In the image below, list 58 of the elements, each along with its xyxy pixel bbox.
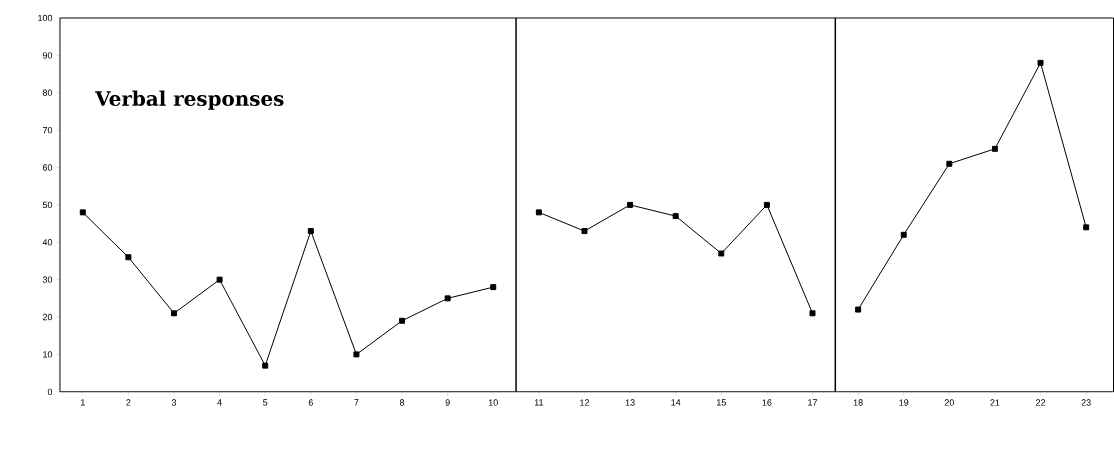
- point: [1037, 59, 1044, 66]
- point: [307, 228, 314, 235]
- x-tick-label: 2: [126, 399, 131, 406]
- x-tick-label: 1: [80, 399, 85, 406]
- x-tick-label: 7: [354, 399, 359, 406]
- point: [79, 209, 86, 216]
- x-tick-label: 12: [580, 399, 589, 406]
- point: [946, 160, 953, 167]
- x-tick-label: 23: [1081, 399, 1091, 406]
- y-tick-label: 40: [42, 239, 53, 246]
- point: [125, 254, 132, 261]
- point: [444, 295, 451, 302]
- y-tick-label: 100: [38, 14, 53, 22]
- point: [627, 202, 634, 208]
- x-tick-label: 21: [990, 399, 1000, 406]
- y-tick-label: 80: [42, 89, 53, 97]
- x-tick-label: 18: [853, 399, 863, 406]
- point: [262, 362, 269, 369]
- point: [490, 284, 497, 291]
- x-tick-label: 16: [762, 399, 772, 406]
- point: [900, 231, 907, 238]
- x-tick-label: 4: [217, 399, 222, 406]
- point: [672, 213, 679, 220]
- annotation: Verbal responses: [94, 90, 284, 110]
- y-tick-label: 30: [42, 276, 53, 283]
- x-tick-label: 8: [399, 399, 405, 406]
- x-tick-label: 17: [808, 399, 818, 406]
- y-tick-label: 10: [43, 351, 53, 358]
- point: [718, 250, 725, 257]
- point: [216, 276, 223, 283]
- x-tick-label: 19: [899, 399, 909, 406]
- y-tick-label: 20: [42, 313, 53, 321]
- point: [581, 228, 588, 235]
- x-tick-label: 6: [308, 399, 313, 406]
- point: [763, 202, 770, 208]
- x-tick-label: 10: [488, 399, 498, 406]
- x-tick-label: 5: [263, 399, 268, 406]
- x-tick-label: 3: [171, 399, 177, 406]
- x-tick-label: 22: [1036, 399, 1046, 406]
- y-tick-label: 60: [42, 164, 53, 171]
- point: [1083, 224, 1090, 231]
- y-tick-label: 70: [42, 127, 53, 134]
- point: [399, 317, 406, 324]
- x-tick-label: 9: [445, 399, 450, 406]
- point: [353, 351, 360, 358]
- point: [535, 209, 542, 216]
- point: [171, 310, 177, 317]
- y-tick-label: 90: [42, 52, 53, 59]
- x-tick-label: 11: [534, 399, 544, 406]
- point: [991, 145, 998, 152]
- x-tick-label: 15: [716, 399, 726, 406]
- x-tick-label: 20: [944, 399, 954, 406]
- point: [855, 306, 862, 313]
- x-tick-label: 14: [671, 399, 681, 406]
- x-tick-label: 13: [625, 399, 635, 406]
- y-tick-label: 50: [42, 201, 53, 209]
- point: [809, 310, 816, 317]
- y-tick-label: 0: [47, 388, 53, 396]
